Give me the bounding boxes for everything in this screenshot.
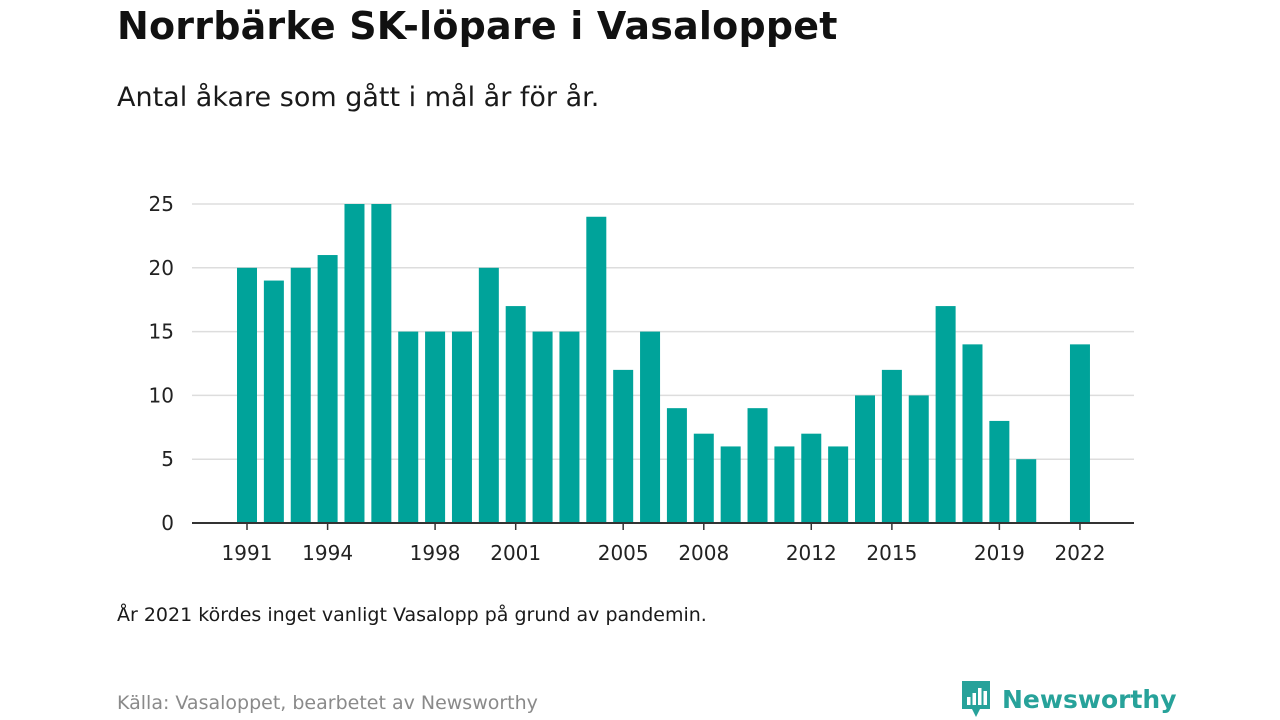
y-tick-label: 5	[161, 447, 174, 471]
y-axis-ticks: 0 5 10 15 20 25	[149, 192, 174, 535]
bar-2002	[532, 331, 553, 523]
bar-1992	[263, 280, 284, 523]
bar-1999	[451, 331, 472, 523]
bar-2013	[828, 446, 849, 523]
bar-2019	[989, 420, 1010, 523]
bar-1998	[425, 331, 446, 523]
chart-note: År 2021 kördes inget vanligt Vasalopp på…	[117, 604, 707, 626]
bar-2007	[666, 408, 687, 523]
bar-1997	[398, 331, 419, 523]
bar-2005	[613, 369, 634, 523]
bar-2016	[908, 395, 929, 523]
y-tick-label: 0	[161, 511, 174, 535]
y-tick-label: 25	[149, 192, 174, 216]
y-tick-label: 15	[149, 320, 174, 344]
bar-2003	[559, 331, 580, 523]
newsworthy-logo-icon	[962, 681, 990, 717]
bar-2000	[478, 267, 499, 523]
bar-1996	[371, 204, 392, 523]
x-tick-label: 2005	[598, 541, 649, 565]
bar-2006	[640, 331, 661, 523]
x-tick-label: 2019	[974, 541, 1025, 565]
bar-2020	[1016, 459, 1037, 523]
bar-chart: 0 5 10 15 20 25 1991 1994 1998 2001 2005 2008 2012 2…	[149, 192, 1134, 565]
x-tick-label: 2008	[678, 541, 729, 565]
source-credit: Källa: Vasaloppet, bearbetet av Newswort…	[117, 692, 538, 714]
x-tick-label: 1991	[222, 541, 273, 565]
bar-1993	[290, 267, 311, 523]
bar-1991	[237, 267, 257, 523]
bar-2008	[693, 433, 714, 523]
bar-2001	[505, 306, 526, 523]
chart-title: Norrbärke SK-löpare i Vasaloppet	[117, 4, 838, 48]
bar-2017	[935, 306, 956, 523]
x-axis: 1991 1994 1998 2001 2005 2008 2012 2015 2019 2022	[192, 522, 1134, 565]
bar-2011	[774, 446, 795, 523]
bar-2015	[881, 369, 902, 523]
x-tick-label: 2022	[1055, 541, 1106, 565]
bar-1994	[317, 255, 338, 524]
x-tick-label: 2001	[490, 541, 541, 565]
bar-2010	[747, 408, 768, 523]
brand-name: Newsworthy	[1002, 684, 1177, 714]
bar-2018	[962, 344, 983, 523]
bar-2012	[801, 433, 822, 523]
x-tick-label: 1998	[410, 541, 461, 565]
x-tick-label: 2015	[866, 541, 917, 565]
x-tick-label: 1994	[302, 541, 353, 565]
y-tick-label: 20	[149, 256, 174, 280]
bar-2009	[720, 446, 741, 523]
y-tick-label: 10	[149, 383, 174, 407]
bar-1995	[344, 204, 365, 523]
x-tick-label: 2012	[786, 541, 837, 565]
chart-subtitle: Antal åkare som gått i mål år för år.	[117, 82, 600, 113]
brand-logo: Newsworthy	[960, 679, 1177, 719]
bar-2022	[1069, 344, 1090, 523]
bar-2004	[586, 216, 607, 523]
bars	[237, 204, 1090, 524]
bar-2014	[855, 395, 876, 523]
